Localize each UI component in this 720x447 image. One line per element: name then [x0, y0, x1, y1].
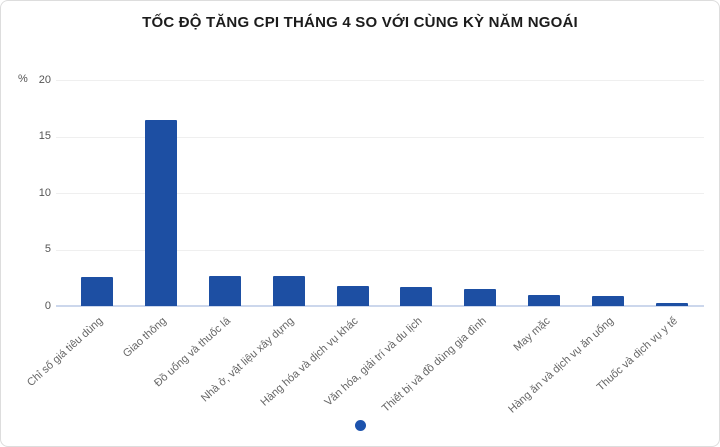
- carousel-dot-active[interactable]: [354, 420, 366, 431]
- bar-slot: [385, 80, 449, 306]
- y-axis-unit-label: %: [18, 73, 28, 85]
- bar-1[interactable]: [80, 276, 113, 306]
- bars-row: [65, 80, 704, 306]
- x-axis-category-label: Giao thông: [120, 315, 169, 360]
- bar-slot: [576, 80, 640, 306]
- y-axis-tick-label: 10: [38, 186, 51, 199]
- bar-9[interactable]: [592, 295, 625, 306]
- bar-10[interactable]: [656, 302, 689, 306]
- x-label-slot: Thiết bị và đồ dùng gia đình: [379, 313, 512, 418]
- carousel-dots: [1, 420, 719, 431]
- y-axis-tick-label: 0: [44, 299, 51, 312]
- bar-slot: [448, 80, 512, 306]
- bar-slot: [129, 80, 193, 306]
- y-axis-tick-label: 15: [38, 130, 51, 142]
- bar-8[interactable]: [528, 294, 561, 306]
- chart-title: TỐC ĐỘ TĂNG CPI THÁNG 4 SO VỚI CÙNG KỲ N…: [142, 14, 578, 31]
- gridline: [56, 136, 704, 138]
- gridline: [56, 249, 704, 251]
- x-label-slot: Chỉ số giá tiêu dùng: [25, 313, 129, 418]
- x-axis-line: [56, 305, 704, 307]
- bar-3[interactable]: [208, 275, 241, 306]
- gridline: [56, 193, 704, 194]
- bar-6[interactable]: [400, 286, 433, 306]
- x-label-slot: Thuốc và dịch vụ y tế: [595, 313, 704, 418]
- y-axis-tick-label: 20: [38, 73, 51, 86]
- gridline: [56, 80, 704, 81]
- bar-slot: [193, 80, 257, 306]
- bar-2[interactable]: [144, 119, 177, 306]
- x-axis-category-label: May mặc: [511, 315, 553, 354]
- bar-slot: [321, 80, 385, 306]
- bar-7[interactable]: [464, 289, 497, 306]
- bar-slot: [640, 80, 704, 306]
- x-axis-labels: Chỉ số giá tiêu dùng Giao thông Đồ uống và…: [25, 313, 704, 418]
- bar-slot: [65, 80, 129, 306]
- bar-5[interactable]: [336, 285, 369, 306]
- x-axis-category-label: Chỉ số giá tiêu dùng: [24, 315, 105, 389]
- y-axis-tick-label: 5: [44, 243, 51, 255]
- bar-slot: [512, 80, 576, 306]
- bar-slot: [257, 80, 321, 306]
- bar-4[interactable]: [272, 275, 305, 306]
- plot-area: 0 5 10 15 20: [39, 74, 704, 312]
